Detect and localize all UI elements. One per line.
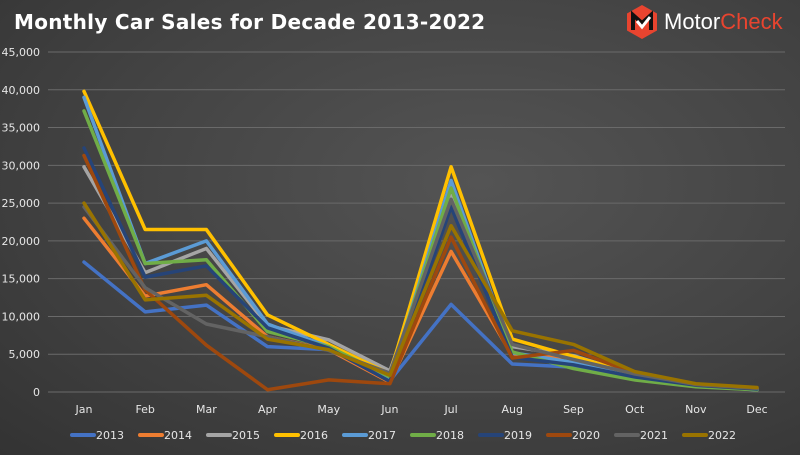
legend-label-2021: 2021 <box>640 429 668 442</box>
legend-label-2013: 2013 <box>96 429 124 442</box>
legend-label-2016: 2016 <box>300 429 328 442</box>
logo-text-motor: Motor <box>664 9 721 34</box>
legend-label-2018: 2018 <box>436 429 464 442</box>
chart-title: Monthly Car Sales for Decade 2013-2022 <box>14 10 486 34</box>
x-tick-label: Jan <box>75 403 93 416</box>
y-tick-label: 35,000 <box>2 122 41 135</box>
series-line-2017 <box>82 95 759 392</box>
y-tick-label: 15,000 <box>2 273 41 286</box>
x-tick-label: Jun <box>380 403 398 416</box>
y-tick-label: 10,000 <box>2 310 41 323</box>
y-tick-label: 45,000 <box>2 46 41 59</box>
y-tick-label: 30,000 <box>2 159 41 172</box>
x-tick-label: Oct <box>625 403 645 416</box>
x-tick-label: Feb <box>135 403 154 416</box>
motorcheck-logo: MotorCheck <box>626 4 783 40</box>
x-tick-label: Dec <box>746 403 767 416</box>
series-line-2022 <box>82 201 759 390</box>
x-tick-label: Sep <box>563 403 584 416</box>
x-tick-label: Nov <box>685 403 707 416</box>
logo-text-check: Check <box>720 9 783 34</box>
y-tick-label: 0 <box>33 386 40 399</box>
x-tick-label: Apr <box>258 403 278 416</box>
y-tick-label: 5,000 <box>9 348 41 361</box>
legend-label-2019: 2019 <box>504 429 532 442</box>
legend-label-2015: 2015 <box>232 429 260 442</box>
y-tick-label: 40,000 <box>2 84 41 97</box>
x-tick-label: Aug <box>502 403 523 416</box>
x-tick-label: Mar <box>196 403 217 416</box>
x-tick-label: Jul <box>443 403 457 416</box>
legend-label-2014: 2014 <box>164 429 192 442</box>
legend-label-2022: 2022 <box>708 429 736 442</box>
series-line-2019 <box>82 146 759 391</box>
motorcheck-logo-icon <box>627 5 657 39</box>
legend-label-2020: 2020 <box>572 429 600 442</box>
legend-label-2017: 2017 <box>368 429 396 442</box>
y-tick-label: 25,000 <box>2 197 41 210</box>
x-tick-label: May <box>317 403 340 416</box>
y-tick-label: 20,000 <box>2 235 41 248</box>
series-line-2021 <box>82 197 759 390</box>
